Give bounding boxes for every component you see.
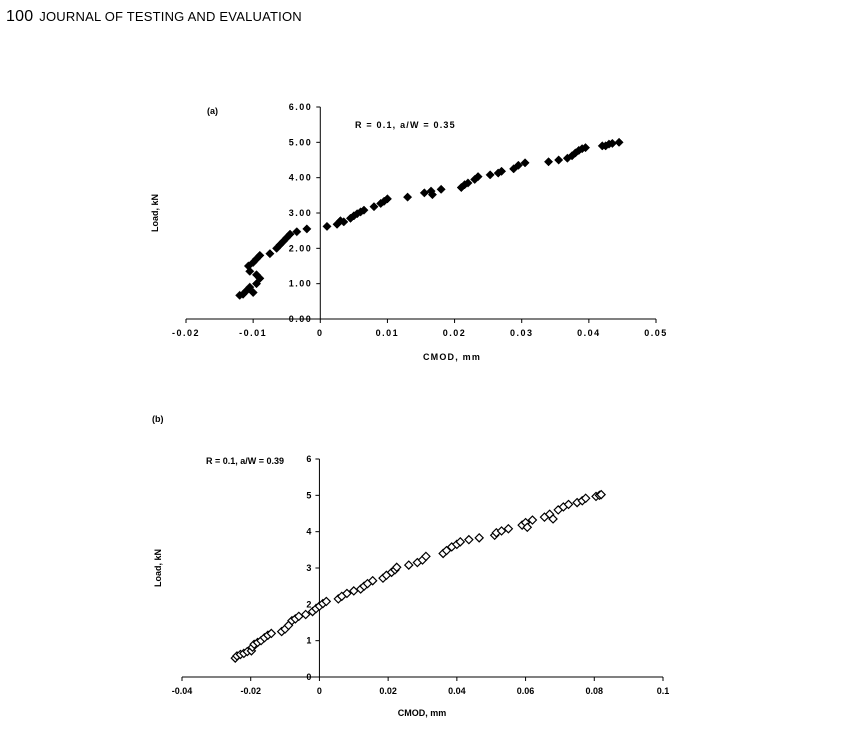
x-tick-label: 0.1 [657, 686, 670, 696]
x-tick-label: 0.02 [443, 328, 467, 338]
x-tick-label: -0.02 [240, 686, 261, 696]
data-point [265, 249, 275, 259]
data-point [427, 190, 437, 200]
x-tick-label: 0.05 [644, 328, 668, 338]
data-point [527, 515, 538, 525]
data-point [359, 205, 369, 215]
data-point [367, 575, 378, 586]
journal-title: JOURNAL OF TESTING AND EVALUATION [39, 9, 302, 24]
y-tick-label: 6 [306, 454, 311, 464]
data-point [463, 178, 473, 188]
x-tick-label: 0.02 [379, 686, 397, 696]
data-point [614, 137, 624, 147]
data-point [322, 221, 332, 231]
y-tick-label: 4 [306, 527, 311, 537]
data-point [255, 250, 265, 260]
chart-b: (b) R = 0.1, a/W = 0.39 CMOD, mm Load, k… [152, 414, 669, 718]
x-axis-label-a: CMOD, mm [423, 352, 481, 362]
page-number: 100 [6, 8, 34, 25]
x-tick-label: 0.04 [577, 328, 601, 338]
data-point [369, 202, 379, 212]
y-tick-label: 0.00 [289, 314, 313, 324]
data-point [520, 158, 530, 168]
data-point [474, 532, 485, 543]
data-point [251, 270, 262, 280]
data-point [513, 160, 523, 170]
data-point [563, 499, 574, 510]
data-point [342, 588, 352, 599]
data-point [302, 224, 312, 234]
x-tick-label: -0.01 [239, 328, 267, 338]
data-point [544, 157, 554, 167]
x-tick-label: -0.02 [172, 328, 200, 338]
data-point [300, 609, 311, 620]
x-tick-label: -0.04 [172, 686, 193, 696]
y-tick-label: 4.00 [289, 173, 313, 183]
data-point [436, 184, 446, 194]
data-point [580, 493, 591, 504]
data-point [503, 523, 514, 534]
y-axis-label-a: Load, kN [150, 194, 160, 232]
data-point [391, 562, 402, 573]
data-point [464, 534, 474, 545]
y-tick-label: 3 [306, 563, 311, 573]
data-point [580, 143, 591, 153]
data-point [548, 514, 558, 524]
y-tick-label: 0 [306, 672, 311, 682]
y-tick-label: 2.00 [289, 243, 313, 253]
data-point [248, 287, 258, 298]
running-header: 100 JOURNAL OF TESTING AND EVALUATION [6, 8, 302, 26]
data-point [485, 170, 495, 180]
y-tick-label: 2 [306, 599, 311, 609]
data-point [266, 628, 277, 639]
x-tick-label: 0 [317, 686, 322, 696]
data-point [321, 596, 332, 607]
y-tick-label: 6.00 [289, 102, 313, 112]
y-axis-label-b: Load, kN [153, 549, 163, 587]
data-point [473, 172, 483, 182]
annotation-a: R = 0.1, a/W = 0.35 [355, 120, 456, 130]
data-point [596, 489, 607, 500]
panel-label-a: (a) [207, 106, 218, 116]
data-point [421, 551, 431, 562]
x-tick-label: 0 [317, 328, 324, 338]
y-tick-label: 5.00 [289, 137, 313, 147]
data-point [522, 522, 533, 533]
data-point [339, 217, 349, 227]
x-tick-label: 0.06 [517, 686, 535, 696]
chart-a: (a) R = 0.1, a/W = 0.35 CMOD, mm Load, k… [150, 102, 668, 362]
panel-label-b: (b) [152, 414, 164, 424]
x-tick-label: 0.01 [376, 328, 400, 338]
data-point [292, 227, 302, 237]
y-tick-label: 3.00 [289, 208, 313, 218]
data-point [419, 188, 429, 198]
y-tick-label: 1.00 [289, 279, 313, 289]
x-tick-label: 0.03 [510, 328, 534, 338]
x-tick-label: 0.04 [448, 686, 466, 696]
x-axis-label-b: CMOD, mm [398, 708, 447, 718]
data-point [403, 192, 413, 202]
data-point [285, 229, 295, 239]
y-tick-label: 5 [306, 490, 311, 500]
x-tick-label: 0.08 [586, 686, 604, 696]
y-tick-label: 1 [306, 636, 311, 646]
data-point [496, 526, 507, 536]
data-point [497, 166, 507, 176]
data-point [382, 194, 392, 204]
data-point [455, 536, 466, 547]
data-point [554, 155, 564, 165]
data-point [403, 560, 414, 570]
annotation-b: R = 0.1, a/W = 0.39 [206, 456, 284, 466]
